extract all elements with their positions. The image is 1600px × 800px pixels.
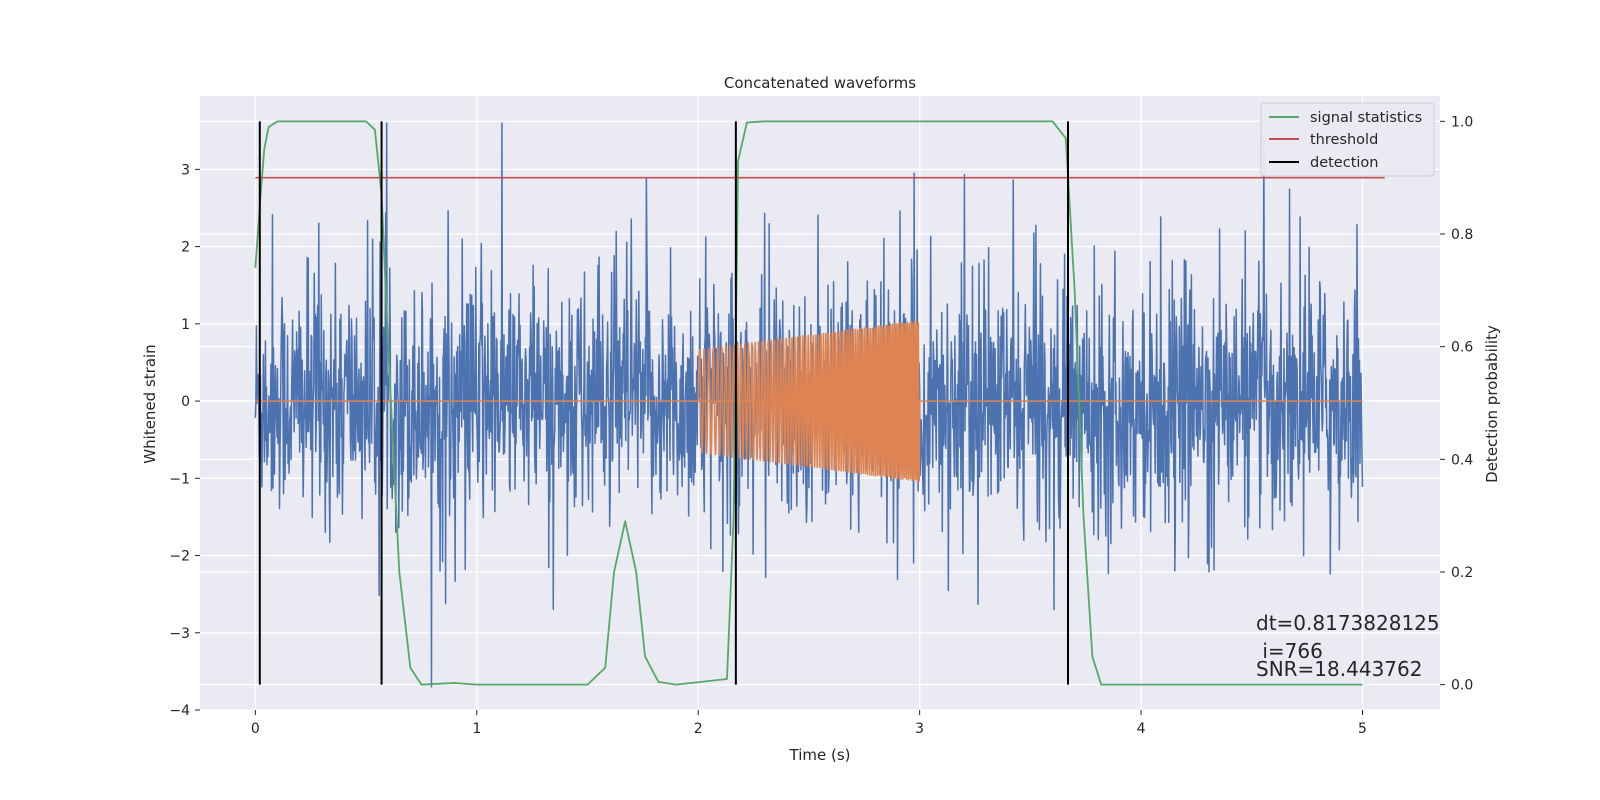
left-y-tick-label: −3 <box>169 626 190 642</box>
left-y-tick-label: −2 <box>169 549 190 565</box>
x-tick-label: 4 <box>1137 721 1146 737</box>
left-y-tick-label: −1 <box>169 471 190 487</box>
left-y-tick-label: 0 <box>181 394 190 410</box>
signal-statistics-line <box>254 120 1363 686</box>
right-y-tick-label: 0.0 <box>1451 678 1473 694</box>
left-y-tick-label: −4 <box>169 703 190 719</box>
left-y-axis-label: Whitened strain <box>141 344 159 463</box>
x-tick-label: 2 <box>694 721 703 737</box>
left-y-tick-label: 3 <box>181 162 190 178</box>
legend-label-signal-statistics: signal statistics <box>1310 110 1422 126</box>
left-y-axis-ticks: −4 −3 −2 −1 0 1 2 3 <box>169 162 200 719</box>
x-axis-label: Time (s) <box>789 746 851 764</box>
right-y-tick-label: 0.4 <box>1451 452 1473 468</box>
annotation-snr: SNR=18.443762 <box>1256 657 1422 681</box>
legend: signal statistics threshold detection <box>1260 102 1435 177</box>
annotation-dt: dt=0.8173828125 <box>1256 611 1440 635</box>
signal-statistics-series <box>254 120 1363 686</box>
right-y-tick-label: 1.0 <box>1451 114 1473 130</box>
right-y-tick-label: 0.6 <box>1451 340 1473 356</box>
x-tick-label: 3 <box>915 721 924 737</box>
right-y-tick-label: 0.2 <box>1451 565 1473 581</box>
detection-series <box>258 121 1069 685</box>
legend-label-detection: detection <box>1310 155 1378 171</box>
legend-label-threshold: threshold <box>1310 132 1378 148</box>
x-tick-label: 5 <box>1358 721 1367 737</box>
left-y-tick-label: 2 <box>181 240 190 256</box>
right-y-axis-label: Detection probability <box>1483 325 1501 483</box>
x-axis-ticks: 0 1 2 3 4 5 <box>251 710 1367 737</box>
legend-box <box>1260 102 1435 177</box>
right-y-axis-ticks: 0.0 0.2 0.4 0.6 0.8 1.0 <box>1440 114 1473 694</box>
right-y-tick-label: 0.8 <box>1451 227 1473 243</box>
annotation-i: i=766 <box>1256 639 1323 663</box>
chart-title: Concatenated waveforms <box>724 74 916 92</box>
x-tick-label: 0 <box>251 721 260 737</box>
left-y-tick-label: 1 <box>181 317 190 333</box>
x-tick-label: 1 <box>472 721 481 737</box>
